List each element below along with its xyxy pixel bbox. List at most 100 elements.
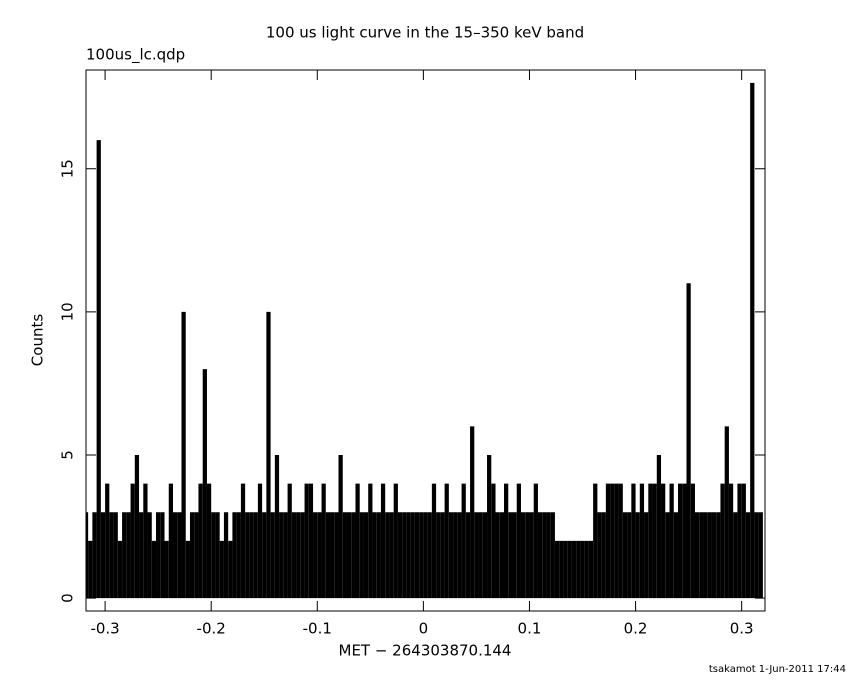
y-tick-label: 10	[59, 302, 77, 321]
bar	[542, 512, 547, 599]
bar	[499, 512, 505, 599]
bar	[627, 512, 632, 599]
x-axis-label: MET − 264303870.144	[339, 642, 512, 660]
chart-subtitle: 100us_lc.qdp	[86, 46, 185, 65]
bar	[440, 512, 445, 599]
bar	[682, 483, 687, 599]
bar	[711, 512, 717, 599]
x-tick-label: 0.1	[518, 620, 542, 638]
bar	[296, 512, 301, 599]
bar	[300, 512, 305, 599]
bar	[245, 512, 250, 599]
bar	[291, 512, 297, 599]
y-tick-label: 0	[59, 593, 77, 603]
bar	[648, 483, 653, 599]
bar	[105, 483, 110, 599]
x-tick-label: 0.2	[624, 620, 648, 638]
bar	[86, 512, 89, 599]
bar	[457, 512, 462, 599]
bar	[139, 512, 144, 599]
bar	[219, 540, 224, 599]
bar	[567, 540, 572, 599]
bar	[257, 483, 263, 599]
bar	[143, 483, 148, 599]
bar	[317, 512, 322, 599]
bar	[474, 512, 479, 599]
bar	[703, 512, 708, 599]
bar	[351, 512, 356, 599]
bar	[109, 512, 114, 599]
bar	[495, 512, 500, 599]
bar	[338, 454, 343, 599]
bar	[512, 512, 517, 599]
bar	[266, 311, 271, 599]
bar	[678, 483, 683, 599]
bar	[393, 483, 398, 599]
bar	[508, 512, 513, 599]
bar	[88, 540, 93, 599]
bar	[359, 512, 364, 599]
bar	[274, 454, 280, 599]
bar	[355, 483, 360, 599]
bar	[673, 512, 679, 599]
bar	[661, 483, 666, 599]
bar	[448, 512, 454, 599]
bar	[635, 512, 640, 599]
bar	[737, 483, 742, 599]
bar	[665, 512, 670, 599]
bar	[576, 540, 581, 599]
bar	[584, 540, 589, 599]
bar	[151, 540, 157, 599]
bar	[172, 512, 178, 599]
bar	[185, 540, 190, 599]
bar	[181, 311, 186, 599]
x-tick-label: 0.3	[730, 620, 754, 638]
bar	[478, 512, 483, 599]
bar	[397, 512, 403, 599]
bar	[122, 512, 127, 599]
bar	[202, 369, 207, 599]
bar	[223, 512, 229, 599]
bar	[461, 483, 466, 599]
x-tick-label: -0.3	[90, 620, 119, 638]
bar	[164, 540, 169, 599]
bar	[117, 540, 123, 599]
bar	[427, 512, 432, 599]
bar	[279, 512, 284, 599]
bar	[249, 512, 254, 599]
bar	[270, 512, 275, 599]
bar	[419, 512, 424, 599]
bar	[537, 512, 543, 599]
bar	[334, 512, 339, 599]
plot-frame	[85, 69, 766, 612]
bar	[134, 454, 140, 599]
bar	[198, 483, 203, 599]
footer: tsakamot 1-Jun-2011 17:44	[709, 664, 846, 675]
bar	[380, 483, 386, 599]
bar	[550, 512, 555, 599]
bar	[520, 512, 526, 599]
bar	[487, 454, 492, 599]
bar	[656, 454, 662, 599]
bar	[236, 512, 241, 599]
bar	[728, 483, 734, 599]
bar	[402, 512, 407, 599]
bar	[724, 426, 729, 599]
y-axis-label: Counts	[29, 314, 47, 367]
bar	[253, 512, 258, 599]
bar	[194, 512, 199, 599]
bar	[177, 512, 182, 599]
bar	[699, 512, 704, 599]
bar	[559, 540, 564, 599]
bar	[100, 512, 106, 599]
bar	[741, 483, 746, 599]
bar	[363, 512, 369, 599]
bar	[283, 512, 288, 599]
bar	[580, 540, 585, 599]
bar	[605, 483, 611, 599]
bar	[669, 483, 674, 599]
bar	[342, 512, 347, 599]
bar	[368, 483, 373, 599]
bar	[325, 512, 331, 599]
